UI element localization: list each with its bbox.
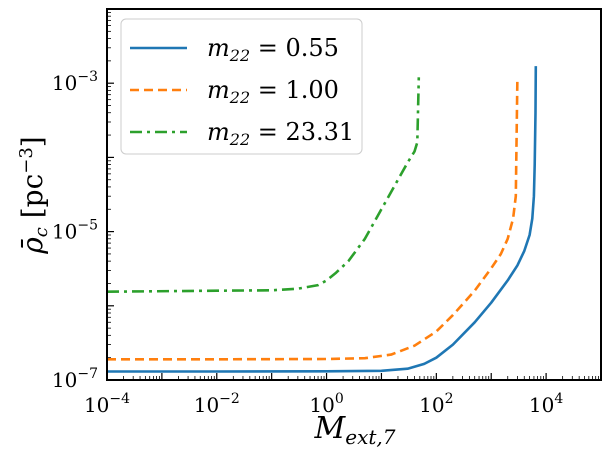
legend-entry: m22 = 1.00 [207, 76, 339, 107]
y-axis-title: ρ̄c [pc−3] [16, 136, 52, 254]
series-line [107, 77, 519, 361]
y-tick-label: 10−5 [52, 218, 98, 244]
series-line [106, 77, 421, 293]
y-tick-label: 10−7 [52, 366, 98, 392]
plot-frame [106, 8, 602, 381]
x-tick-label: 100 [309, 391, 343, 417]
x-axis-title: Mext,7 [314, 411, 396, 449]
legend-entry: m22 = 23.31 [207, 118, 354, 149]
legend-entry: m22 = 0.55 [207, 34, 339, 65]
legend: m22 = 0.55 m22 = 1.00 m22 = 23.31 [120, 18, 363, 155]
series-layer [106, 66, 538, 373]
x-tick-label: 102 [419, 391, 453, 417]
x-tick-label: 10−4 [84, 391, 130, 417]
x-tick-label: 10−2 [194, 391, 240, 417]
x-tick-label: 104 [529, 391, 563, 417]
series-line [107, 66, 538, 373]
y-tick-label: 10−3 [52, 69, 98, 95]
legend-box [120, 18, 363, 155]
svg-text:ρ̄c [pc−3]: ρ̄c [pc−3] [16, 136, 52, 254]
ticks-layer: 10−4 10−2 100 102 104 10−7 10−5 10−3 [52, 11, 599, 417]
